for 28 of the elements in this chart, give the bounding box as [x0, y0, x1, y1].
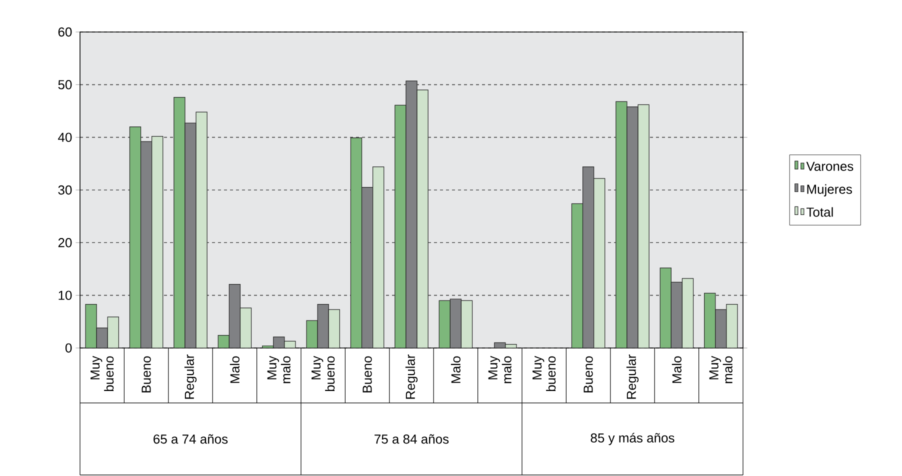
y-tick-label: 10 — [58, 290, 72, 300]
x-tick-label: Regular — [184, 354, 197, 399]
y-tick-label: 50 — [58, 80, 72, 90]
text: 65 a 74 años — [154, 434, 228, 444]
y-tick-label: 40 — [58, 132, 72, 142]
x-tick-label: Malo — [230, 356, 240, 383]
x-tick-label: Muy bueno — [312, 356, 335, 392]
x-tick-label: Muy bueno — [532, 356, 556, 392]
legend-label: Varones — [806, 162, 854, 171]
legend-label: Mujeres — [807, 184, 852, 196]
y-tick-label: 20 — [58, 238, 72, 248]
x-tick-label: Regular — [405, 354, 418, 399]
x-tick-label: Muy bueno — [90, 356, 114, 392]
x-tick-label: Malo — [672, 356, 682, 383]
x-tick-label: Bueno — [362, 356, 372, 392]
x-tick-label: Malo — [450, 356, 460, 383]
y-tick-label: 60 — [58, 27, 72, 37]
y-tick-label: 30 — [58, 185, 72, 195]
x-tick-label: Muy malo — [267, 356, 290, 384]
x-tick-label: Bueno — [142, 356, 151, 392]
y-tick-label: 0 — [65, 343, 72, 353]
x-tick-label: Muy malo — [709, 356, 732, 384]
x-tick-label: Muy malo — [488, 356, 512, 384]
text: 75 a 84 años — [374, 434, 449, 444]
legend-label: Total — [806, 207, 833, 217]
x-tick-label: Regular — [626, 354, 639, 399]
x-tick-label: Bueno — [584, 356, 593, 392]
text: 85 y más años — [590, 432, 674, 446]
